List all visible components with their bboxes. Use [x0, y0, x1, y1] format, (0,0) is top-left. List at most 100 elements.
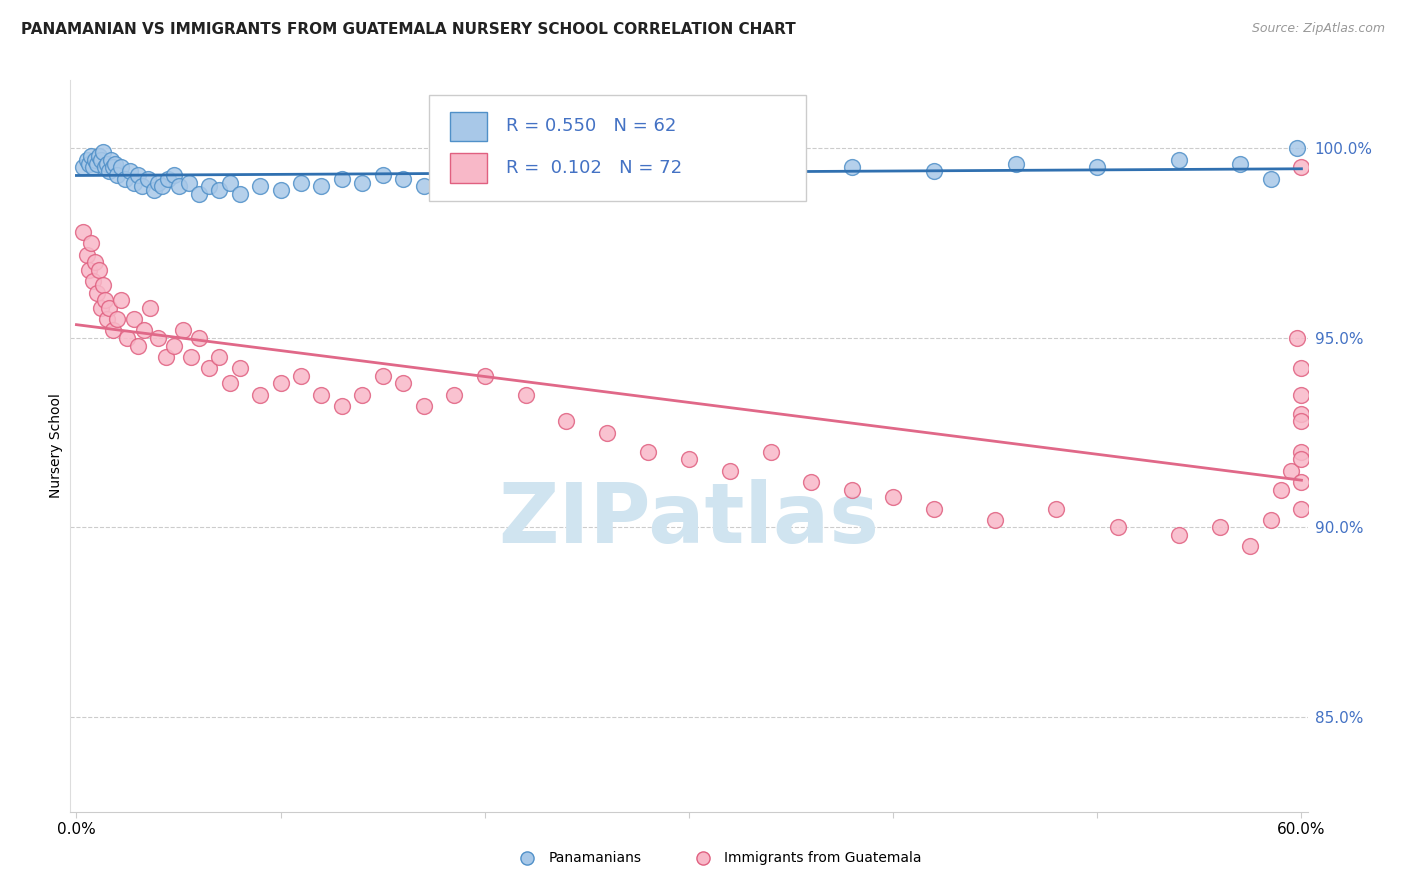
Point	[86, 156, 108, 170]
Point	[1291, 414, 1313, 428]
Point	[1279, 464, 1302, 478]
Point	[330, 399, 353, 413]
Text: Immigrants from Guatemala: Immigrants from Guatemala	[724, 851, 921, 865]
Point	[311, 388, 333, 402]
Point	[780, 164, 803, 178]
Y-axis label: Nursery School: Nursery School	[49, 393, 63, 499]
Point	[96, 156, 118, 170]
Point	[555, 414, 578, 428]
Point	[114, 171, 136, 186]
Point	[392, 171, 415, 186]
Point	[80, 236, 103, 251]
Point	[101, 323, 124, 337]
Point	[101, 161, 124, 175]
Point	[1291, 501, 1313, 516]
Point	[596, 164, 619, 178]
Point	[637, 444, 659, 458]
Point	[1239, 540, 1261, 554]
Point	[198, 179, 221, 194]
Point	[1286, 331, 1309, 345]
Point	[371, 168, 394, 182]
Point	[218, 176, 240, 190]
Point	[139, 301, 162, 315]
Point	[77, 156, 100, 170]
Point	[433, 164, 456, 178]
Point	[330, 171, 353, 186]
Point	[1260, 171, 1282, 186]
Point	[515, 388, 537, 402]
Text: ZIPatlas: ZIPatlas	[499, 479, 879, 559]
Point	[90, 153, 112, 167]
Point	[596, 425, 619, 440]
Point	[105, 312, 128, 326]
Point	[1291, 475, 1313, 489]
Point	[1286, 141, 1309, 155]
Point	[90, 301, 112, 315]
Point	[122, 176, 145, 190]
Point	[984, 513, 1007, 527]
Point	[474, 176, 496, 190]
Text: PANAMANIAN VS IMMIGRANTS FROM GUATEMALA NURSERY SCHOOL CORRELATION CHART: PANAMANIAN VS IMMIGRANTS FROM GUATEMALA …	[21, 22, 796, 37]
Point	[82, 161, 104, 175]
Point	[1291, 361, 1313, 376]
Point	[555, 171, 578, 186]
Point	[678, 452, 700, 467]
Point	[118, 164, 141, 178]
Point	[72, 225, 94, 239]
Point	[1291, 444, 1313, 458]
Point	[290, 368, 312, 383]
Point	[122, 312, 145, 326]
Point	[1291, 407, 1313, 421]
Point	[1004, 156, 1026, 170]
Point	[692, 851, 714, 865]
Point	[136, 171, 159, 186]
Point	[412, 179, 434, 194]
Point	[150, 179, 173, 194]
Point	[127, 338, 149, 352]
Point	[180, 350, 202, 364]
Point	[516, 851, 538, 865]
Point	[87, 262, 110, 277]
Point	[94, 293, 117, 307]
Point	[86, 285, 108, 300]
Point	[922, 164, 945, 178]
Point	[83, 153, 105, 167]
Point	[1291, 388, 1313, 402]
Point	[249, 388, 271, 402]
Point	[1107, 520, 1129, 534]
Point	[371, 368, 394, 383]
Point	[249, 179, 271, 194]
Point	[110, 161, 132, 175]
Point	[91, 277, 114, 292]
Point	[110, 293, 132, 307]
Point	[352, 388, 374, 402]
Point	[882, 490, 904, 504]
Point	[143, 183, 166, 197]
Point	[76, 247, 98, 261]
Point	[198, 361, 221, 376]
Point	[104, 156, 127, 170]
Point	[80, 149, 103, 163]
FancyBboxPatch shape	[429, 95, 807, 201]
Point	[172, 323, 194, 337]
Point	[1291, 452, 1313, 467]
Point	[187, 331, 209, 345]
Point	[82, 274, 104, 288]
Point	[208, 183, 231, 197]
Point	[412, 399, 434, 413]
Point	[718, 168, 741, 182]
Point	[91, 145, 114, 160]
Point	[1291, 161, 1313, 175]
Point	[841, 483, 863, 497]
Point	[352, 176, 374, 190]
Point	[127, 168, 149, 182]
Text: R = 0.550   N = 62: R = 0.550 N = 62	[506, 118, 676, 136]
Point	[841, 161, 863, 175]
Point	[94, 161, 117, 175]
Point	[718, 464, 741, 478]
Point	[76, 153, 98, 167]
Point	[96, 312, 118, 326]
Point	[637, 171, 659, 186]
Point	[146, 331, 169, 345]
Point	[132, 323, 155, 337]
